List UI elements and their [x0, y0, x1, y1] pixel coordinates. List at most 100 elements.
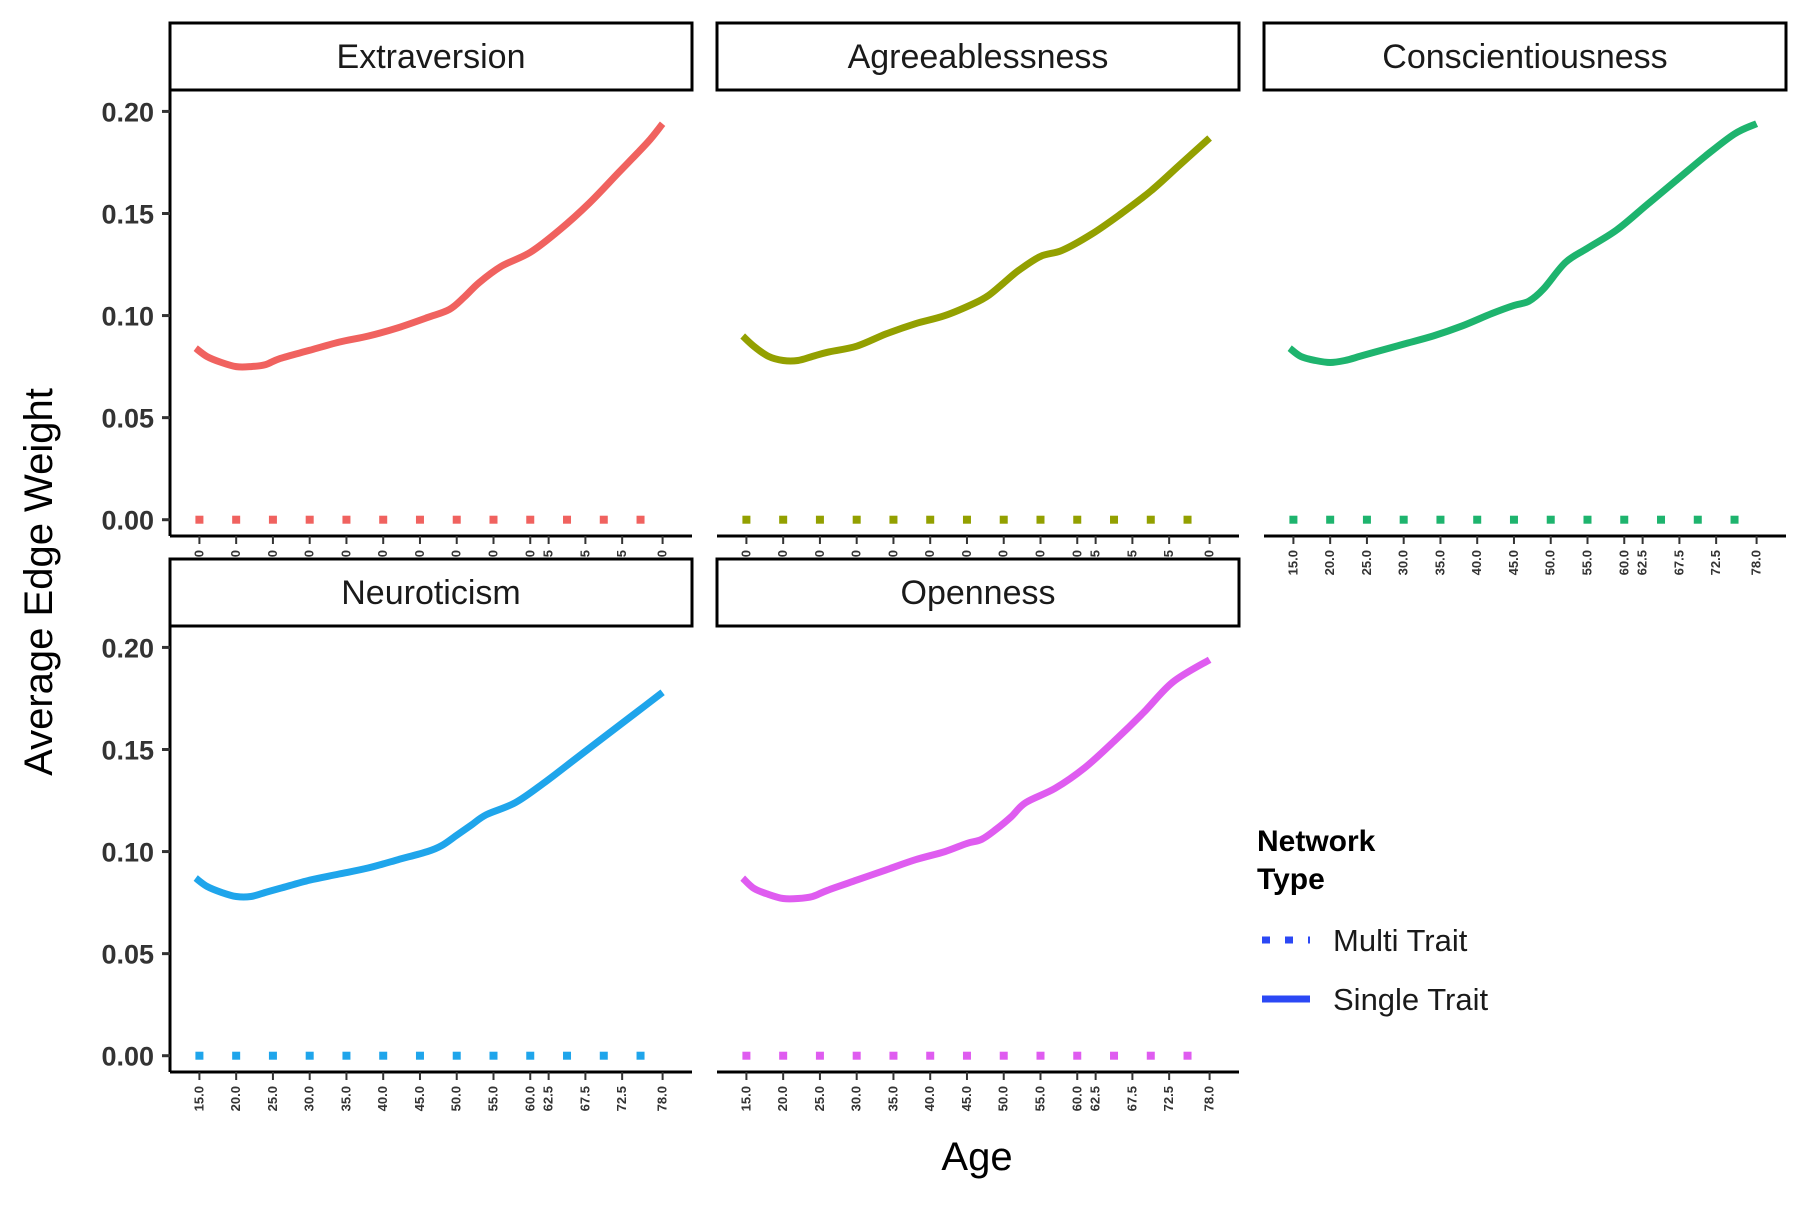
multi-trait-point-extraversion [342, 515, 351, 524]
x-axis-title: Age [941, 1135, 1012, 1179]
multi-trait-point-openness [1146, 1051, 1155, 1060]
single-trait-line-neuroticism [193, 689, 665, 901]
multi-trait-point-extraversion [379, 515, 388, 524]
x-tick-label: 62.5 [541, 1086, 556, 1111]
x-tick-label: 35.0 [885, 1086, 900, 1111]
multi-trait-point-conscientiousness [1473, 515, 1482, 524]
y-tick-label: 0.15 [101, 735, 154, 765]
facet-openness: Openness 15.0 20.0 25.0 30.0 35.0 40.0 45.0 50.0… [715, 557, 1241, 1111]
multi-trait-point-agreeablessness [926, 515, 935, 524]
x-tick-label: 60.0 [1616, 550, 1631, 575]
x-tick-label: 20.0 [1322, 550, 1337, 575]
facet-strip-extraversion [168, 21, 694, 92]
y-tick-label: 0.00 [101, 1042, 154, 1072]
multi-trait-point-extraversion [636, 515, 645, 524]
multi-trait-point-conscientiousness [1436, 515, 1445, 524]
x-tick-label: 50.0 [996, 1086, 1011, 1111]
x-tick-label: 40.0 [1469, 550, 1484, 575]
multi-trait-point-neuroticism [305, 1051, 314, 1060]
multi-trait-point-extraversion [195, 515, 204, 524]
facet-strip-neuroticism [168, 557, 694, 628]
legend-title-line-1: Network [1257, 825, 1376, 858]
x-tick-label: 67.5 [1124, 1086, 1139, 1111]
facet-strip-label-neuroticism: Neuroticism [341, 574, 520, 612]
y-tick-label: 0.20 [101, 633, 154, 663]
x-tick-label: 62.5 [1088, 1086, 1103, 1111]
multi-trait-point-openness [1073, 1051, 1082, 1060]
multi-trait-point-neuroticism [489, 1051, 498, 1060]
x-tick-label: 72.5 [1161, 1086, 1176, 1111]
multi-trait-point-agreeablessness [889, 515, 898, 524]
x-tick-label: 55.0 [485, 1086, 500, 1111]
facet-strip-label-agreeablessness: Agreeablessness [848, 38, 1109, 76]
x-tick-label: 15.0 [738, 1086, 753, 1111]
multi-trait-point-neuroticism [452, 1051, 461, 1060]
multi-trait-point-conscientiousness [1546, 515, 1555, 524]
multi-trait-point-extraversion [489, 515, 498, 524]
multi-trait-point-conscientiousness [1509, 515, 1518, 524]
multi-trait-point-neuroticism [415, 1051, 424, 1060]
single-trait-line-conscientiousness [1287, 120, 1759, 366]
y-tick-label: 0.10 [101, 838, 154, 868]
facet-extraversion: Extraversion0.000.050.100.150.2015.020.0… [101, 21, 694, 575]
multi-trait-point-neuroticism [268, 1051, 277, 1060]
multi-trait-point-extraversion [526, 515, 535, 524]
x-tick-label: 78.0 [1749, 550, 1764, 575]
multi-trait-point-conscientiousness [1657, 515, 1666, 524]
multi-trait-point-extraversion [563, 515, 572, 524]
multi-trait-point-agreeablessness [742, 515, 751, 524]
legend-label-multi-trait: Multi Trait [1333, 923, 1468, 958]
x-tick-label: 40.0 [922, 1086, 937, 1111]
multi-trait-point-agreeablessness [1073, 515, 1082, 524]
y-tick-label: 0.05 [101, 404, 154, 434]
multi-trait-point-openness [889, 1051, 898, 1060]
x-tick-label: 50.0 [1543, 550, 1558, 575]
multi-trait-point-agreeablessness [779, 515, 788, 524]
multi-trait-point-conscientiousness [1326, 515, 1335, 524]
x-tick-label: 72.5 [614, 1086, 629, 1111]
multi-trait-point-openness [1036, 1051, 1045, 1060]
x-tick-label: 35.0 [338, 1086, 353, 1111]
multi-trait-point-neuroticism [342, 1051, 351, 1060]
multi-trait-point-neuroticism [195, 1051, 204, 1060]
y-tick-label: 0.15 [101, 199, 154, 229]
x-tick-label: 30.0 [1396, 550, 1411, 575]
x-tick-label: 55.0 [1579, 550, 1594, 575]
x-tick-label: 20.0 [775, 1086, 790, 1111]
multi-trait-point-agreeablessness [1146, 515, 1155, 524]
y-tick-label: 0.10 [101, 302, 154, 332]
multi-trait-point-openness [852, 1051, 861, 1060]
multi-trait-point-openness [742, 1051, 751, 1060]
x-tick-label: 78.0 [655, 1086, 670, 1111]
x-tick-label: 45.0 [412, 1086, 427, 1111]
x-tick-label: 67.5 [577, 1086, 592, 1111]
multi-trait-point-agreeablessness [962, 515, 971, 524]
multi-trait-point-conscientiousness [1289, 515, 1298, 524]
multi-trait-point-agreeablessness [1110, 515, 1119, 524]
legend-title-line-2: Type [1257, 863, 1325, 896]
multi-trait-point-neuroticism [379, 1051, 388, 1060]
multi-trait-point-conscientiousness [1730, 515, 1739, 524]
x-tick-label: 25.0 [1359, 550, 1374, 575]
x-tick-label: 60.0 [1069, 1086, 1084, 1111]
x-tick-label: 78.0 [1202, 1086, 1217, 1111]
facet-agreeablessness: Agreeablessness15.020.025.030.035.040.04… [715, 21, 1241, 575]
facet-neuroticism: Neuroticism 0.00 0.05 0.10 0.15 0.20 15.0 20.0 2… [101, 557, 694, 1111]
x-tick-label: 30.0 [302, 1086, 317, 1111]
multi-trait-point-extraversion [415, 515, 424, 524]
multi-trait-point-extraversion [232, 515, 241, 524]
facet-strip-label-extraversion: Extraversion [337, 38, 526, 76]
multi-trait-point-extraversion [305, 515, 314, 524]
x-tick-label: 62.5 [1635, 550, 1650, 575]
multi-trait-point-conscientiousness [1362, 515, 1371, 524]
x-tick-label: 60.0 [522, 1086, 537, 1111]
x-tick-label: 25.0 [812, 1086, 827, 1111]
legend-label-single-trait: Single Trait [1333, 982, 1488, 1017]
single-trait-line-extraversion [193, 121, 666, 371]
multi-trait-point-openness [779, 1051, 788, 1060]
x-tick-label: 20.0 [228, 1086, 243, 1111]
x-tick-label: 50.0 [449, 1086, 464, 1111]
x-tick-label: 25.0 [265, 1086, 280, 1111]
multi-trait-point-openness [1110, 1051, 1119, 1060]
